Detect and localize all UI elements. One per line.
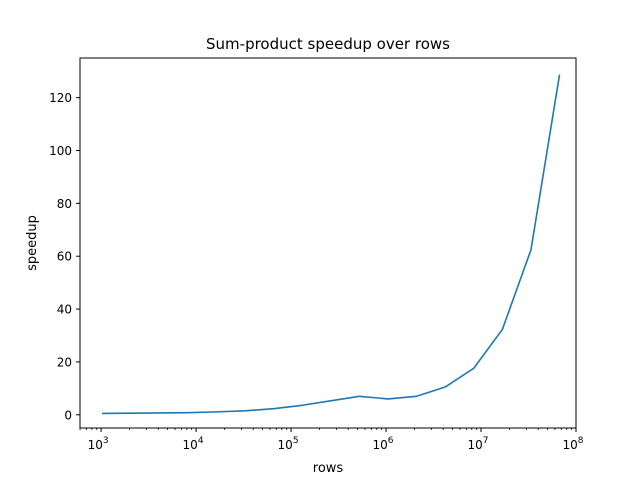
x-tick-exponent: 8 xyxy=(578,436,584,446)
x-tick-base: 10 xyxy=(88,438,103,452)
x-tick-base: 10 xyxy=(373,438,388,452)
y-axis: 0 20 40 60 80 100 120 xyxy=(49,91,80,422)
x-tick-exponent: 6 xyxy=(388,436,394,446)
y-tick-label: 0 xyxy=(64,408,72,422)
x-tick-exponent: 3 xyxy=(103,436,109,446)
y-tick-label: 20 xyxy=(57,355,72,369)
x-tick-exponent: 7 xyxy=(483,436,489,446)
y-tick-label: 80 xyxy=(57,197,72,211)
x-axis: 103 104 105 106 107 108 xyxy=(79,428,584,452)
y-tick-label: 60 xyxy=(57,250,72,264)
y-axis-label: speedup xyxy=(25,215,40,271)
y-tick-label: 40 xyxy=(57,303,72,317)
x-tick-label: 105 xyxy=(278,436,299,452)
x-tick-exponent: 4 xyxy=(198,436,204,446)
x-tick-exponent: 5 xyxy=(293,436,299,446)
x-tick-label: 108 xyxy=(562,436,583,452)
x-tick-label: 103 xyxy=(88,436,109,452)
x-tick-label: 104 xyxy=(183,436,204,452)
x-tick-label: 107 xyxy=(468,436,489,452)
x-tick-base: 10 xyxy=(562,438,577,452)
x-tick-base: 10 xyxy=(468,438,483,452)
x-tick-label: 106 xyxy=(373,436,394,452)
x-axis-label: rows xyxy=(313,461,344,476)
series-layer xyxy=(102,74,561,415)
x-tick-base: 10 xyxy=(278,438,293,452)
plot-frame xyxy=(79,57,577,429)
x-tick-base: 10 xyxy=(183,438,198,452)
y-tick-label: 120 xyxy=(49,91,72,105)
y-tick-label: 100 xyxy=(49,144,72,158)
series-line xyxy=(102,74,561,415)
chart-title: Sum-product speedup over rows xyxy=(206,35,450,53)
